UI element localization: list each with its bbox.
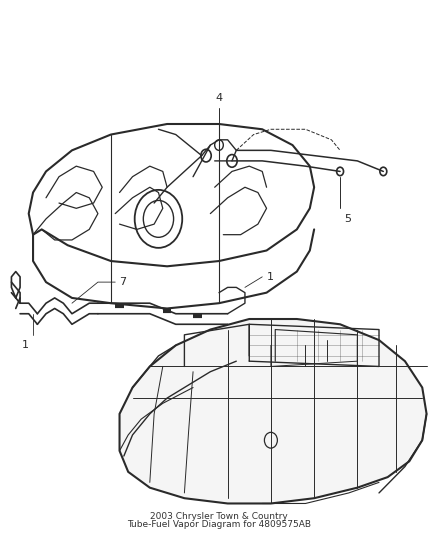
Text: 1: 1 <box>267 272 274 282</box>
Polygon shape <box>120 319 427 504</box>
Text: 2003 Chrysler Town & Country: 2003 Chrysler Town & Country <box>150 512 288 521</box>
Text: Tube-Fuel Vapor Diagram for 4809575AB: Tube-Fuel Vapor Diagram for 4809575AB <box>127 520 311 529</box>
Text: 5: 5 <box>344 214 351 224</box>
Text: 4: 4 <box>215 93 223 103</box>
Text: 7: 7 <box>120 277 127 287</box>
Text: 1: 1 <box>22 340 29 350</box>
